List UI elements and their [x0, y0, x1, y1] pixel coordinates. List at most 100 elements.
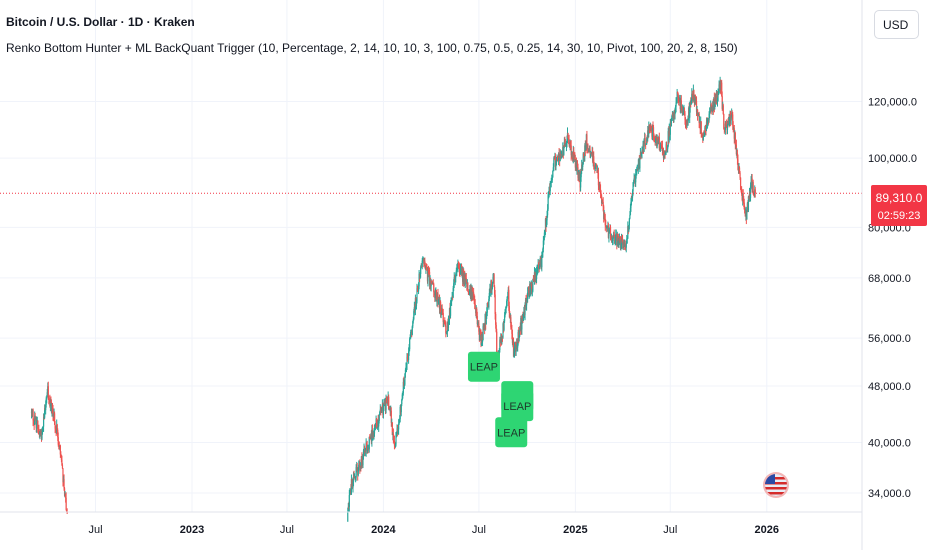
candle-body	[543, 232, 546, 237]
candle-body	[58, 444, 60, 447]
candle-body	[726, 121, 729, 130]
candle-body	[746, 209, 748, 220]
candle-body	[417, 286, 420, 292]
candle-body	[621, 237, 623, 239]
currency-button[interactable]: USD	[874, 10, 919, 39]
candle-body	[60, 457, 63, 460]
candle-body	[473, 292, 475, 297]
candle-body	[61, 459, 63, 466]
candle-body	[611, 237, 613, 243]
candle-body	[695, 100, 698, 112]
candle-body	[580, 171, 582, 178]
candle-body	[664, 151, 666, 155]
candle-body	[596, 166, 598, 171]
price-tick-label: 120,000.0	[868, 97, 917, 109]
price-axis[interactable]: 120,000.0100,000.080,000.068,000.056,000…	[868, 97, 917, 501]
candle-body	[666, 144, 668, 150]
candle-body	[651, 126, 654, 137]
candle-body	[473, 296, 475, 300]
candle-body	[657, 137, 659, 143]
us-flag-icon[interactable]	[765, 474, 787, 496]
candle-body	[46, 392, 48, 397]
indicator-legend[interactable]: Renko Bottom Hunter + ML BackQuant Trigg…	[6, 41, 738, 55]
candle-body	[468, 291, 470, 295]
candle-body	[703, 134, 705, 136]
time-tick-label: 2024	[371, 524, 396, 536]
candle-body	[646, 138, 648, 144]
candle-body	[456, 267, 458, 269]
candle-body	[706, 121, 709, 124]
candle-body	[542, 240, 544, 249]
candle-body	[455, 273, 457, 278]
candle-body	[505, 309, 507, 311]
candle-body	[362, 455, 364, 466]
candle-body	[633, 178, 635, 183]
leap-marker[interactable]: LEAP	[467, 351, 500, 382]
candle-body	[626, 238, 628, 244]
candle-body	[620, 237, 623, 244]
candle-body	[467, 291, 469, 292]
symbol-title[interactable]: Bitcoin / U.S. Dollar · 1D · Kraken	[6, 15, 195, 29]
candle-body	[474, 303, 476, 309]
candle-body	[439, 301, 442, 314]
candle-body	[420, 267, 422, 274]
candle-body	[416, 288, 418, 302]
price-tick-label: 56,000.0	[868, 333, 911, 345]
candle-body	[556, 157, 559, 160]
candle-body	[506, 296, 508, 302]
candle-body	[61, 465, 64, 469]
candle-body	[389, 406, 391, 413]
candle-body	[62, 468, 64, 483]
candle-body	[427, 270, 429, 282]
candle-body	[532, 278, 534, 291]
candle-body	[565, 142, 568, 146]
candle-body	[431, 281, 433, 283]
candle-body	[612, 236, 614, 241]
candle-body	[675, 102, 678, 104]
leap-marker-box	[467, 351, 500, 382]
candle-body	[42, 416, 45, 427]
candle-body	[736, 153, 739, 160]
time-axis[interactable]: Jul 2023 Jul 2024 Jul 2025 Jul 2026	[88, 524, 779, 536]
candle-body	[732, 114, 734, 126]
candle-body	[424, 260, 426, 267]
candle-body	[570, 143, 572, 146]
leap-marker[interactable]: LEAP	[495, 417, 528, 448]
candle-body	[549, 183, 551, 192]
candle-body	[608, 232, 610, 238]
candle-body	[476, 316, 478, 325]
candle-body	[717, 91, 719, 101]
candle-body	[673, 110, 675, 120]
candles	[30, 76, 756, 522]
candle-body	[388, 409, 390, 411]
candle-body	[45, 404, 47, 411]
candle-body	[652, 127, 655, 137]
candle-body	[366, 443, 368, 447]
us-flag-glyph	[765, 474, 787, 496]
candle-body	[672, 113, 674, 116]
leap-marker[interactable]: LEAP	[501, 391, 534, 422]
candle-body	[558, 152, 560, 157]
candle-body	[485, 313, 487, 325]
candle-body	[435, 290, 437, 302]
candle-body	[704, 127, 706, 135]
candle-body	[409, 337, 411, 339]
candle-body	[432, 283, 434, 285]
candle-body	[415, 301, 418, 306]
candle-body	[356, 467, 358, 471]
candle-body	[606, 226, 608, 228]
candle-body	[367, 449, 369, 451]
candle-body	[555, 157, 558, 164]
candle-body	[41, 430, 43, 439]
candle-body	[366, 446, 368, 451]
candle-body	[395, 432, 397, 445]
candle-body	[702, 133, 704, 141]
candle-body	[566, 139, 568, 143]
candle-body	[492, 276, 494, 283]
candle-body	[458, 267, 461, 273]
candle-body	[546, 215, 548, 221]
candle-body	[491, 288, 493, 291]
candle-body	[708, 113, 710, 121]
candle-body	[535, 270, 538, 280]
